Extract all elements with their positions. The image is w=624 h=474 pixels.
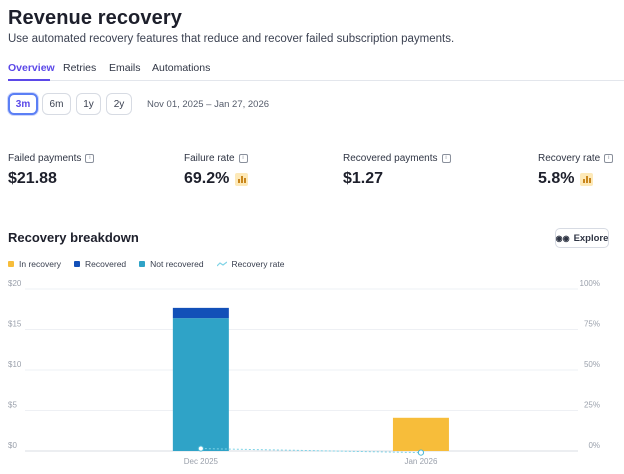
metric-value: 69.2% bbox=[184, 170, 230, 187]
info-icon[interactable]: i bbox=[85, 154, 95, 163]
legend-item-in-recovery[interactable]: In recovery bbox=[8, 259, 61, 269]
active-tab-indicator bbox=[8, 79, 50, 81]
y-tick-label: $15 bbox=[8, 320, 22, 329]
tab-emails[interactable]: Emails bbox=[109, 62, 141, 74]
binoculars-icon: ◉◉ bbox=[555, 233, 570, 243]
metric-recovered-payments: Recovered payments i $1.27 bbox=[343, 153, 451, 188]
range-2y-button[interactable]: 2y bbox=[106, 93, 132, 115]
metric-label: Failure rate bbox=[184, 153, 235, 164]
page-subtitle: Use automated recovery features that red… bbox=[8, 33, 455, 45]
y2-tick-label: 75% bbox=[584, 320, 600, 329]
y2-tick-label: 0% bbox=[588, 441, 600, 450]
section-title: Recovery breakdown bbox=[8, 230, 139, 245]
explore-label: Explore bbox=[573, 232, 609, 244]
metric-failure-rate: Failure rate i 69.2% bbox=[184, 153, 249, 188]
legend-label: Recovered bbox=[85, 259, 127, 269]
recovery-rate-line bbox=[200, 448, 421, 454]
info-icon[interactable]: i bbox=[604, 154, 614, 163]
bar-not-recovered bbox=[172, 318, 229, 451]
y2-tick-label: 25% bbox=[584, 401, 600, 410]
line-swatch-icon bbox=[216, 261, 227, 267]
legend-swatch bbox=[8, 261, 14, 267]
legend-swatch bbox=[74, 261, 81, 267]
legend-swatch bbox=[139, 261, 146, 267]
legend-item-recovery-rate[interactable]: Recovery rate bbox=[216, 259, 285, 269]
y2-tick-label: 50% bbox=[584, 360, 600, 369]
tab-retries[interactable]: Retries bbox=[63, 62, 97, 74]
info-icon[interactable]: i bbox=[238, 154, 248, 163]
metric-label: Failed payments bbox=[8, 153, 82, 164]
x-tick-label: Dec 2025 bbox=[184, 457, 219, 466]
legend-label: Recovery rate bbox=[231, 259, 285, 269]
metric-value: $21.88 bbox=[8, 170, 57, 187]
tab-bar: Overview Retries Emails Automations bbox=[8, 62, 624, 81]
legend-label: In recovery bbox=[19, 259, 62, 269]
y2-tick-label: 100% bbox=[580, 280, 600, 288]
metric-value: $1.27 bbox=[343, 170, 384, 187]
legend-label: Not recovered bbox=[150, 259, 204, 269]
range-1y-button[interactable]: 1y bbox=[76, 93, 101, 115]
recovery-rate-point bbox=[417, 449, 425, 456]
bar-chart-icon[interactable] bbox=[580, 172, 594, 186]
legend-item-not-recovered[interactable]: Not recovered bbox=[139, 259, 204, 269]
tab-overview[interactable]: Overview bbox=[8, 62, 55, 74]
bar-in-recovery bbox=[392, 417, 449, 451]
recovery-breakdown-chart: $0 $5 $10 $15 $20 0% 25% 50% 75% 100% Dec 2025 Jan … bbox=[8, 280, 600, 466]
y-tick-label: $5 bbox=[8, 401, 17, 410]
y-tick-label: $0 bbox=[8, 441, 17, 450]
metric-label: Recovered payments bbox=[343, 153, 438, 164]
explore-button[interactable]: ◉◉ Explore bbox=[555, 228, 609, 248]
metric-recovery-rate: Recovery rate i 5.8% bbox=[538, 153, 614, 188]
y-tick-label: $20 bbox=[8, 280, 22, 288]
metric-value: 5.8% bbox=[538, 170, 575, 187]
bar-chart-icon[interactable] bbox=[235, 172, 249, 186]
metric-failed-payments: Failed payments i $21.88 bbox=[8, 153, 95, 188]
page-title: Revenue recovery bbox=[8, 7, 182, 29]
tab-automations[interactable]: Automations bbox=[152, 62, 211, 74]
range-6m-button[interactable]: 6m bbox=[42, 93, 71, 115]
range-3m-button[interactable]: 3m bbox=[8, 93, 38, 115]
legend-item-recovered[interactable]: Recovered bbox=[74, 259, 126, 269]
recovery-rate-point bbox=[197, 445, 204, 452]
chart-legend: In recovery Recovered Not recovered Reco… bbox=[8, 259, 284, 269]
y-tick-label: $10 bbox=[8, 360, 22, 369]
info-icon[interactable]: i bbox=[441, 154, 451, 163]
metric-label: Recovery rate bbox=[538, 153, 601, 164]
x-tick-label: Jan 2026 bbox=[404, 457, 437, 466]
date-range-label: Nov 01, 2025 – Jan 27, 2026 bbox=[147, 99, 270, 110]
bar-recovered bbox=[172, 307, 229, 319]
